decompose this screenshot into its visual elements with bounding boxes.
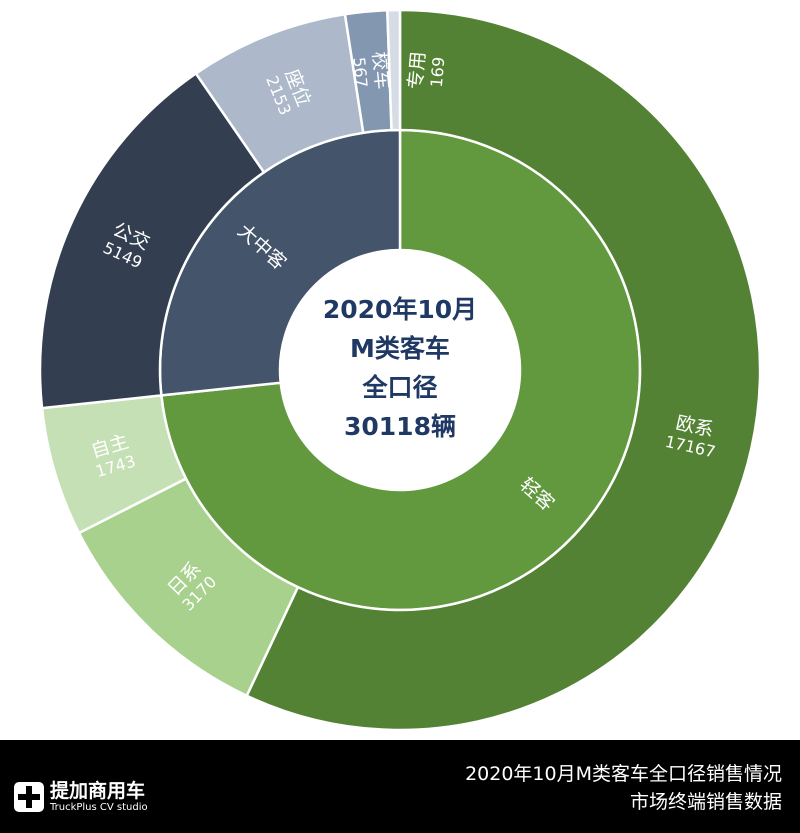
logo-name-cn: 提加商用车: [50, 780, 146, 802]
footer-title-2: 市场终端销售数据: [629, 791, 782, 813]
center-label: 2020年10月 M类客车 全口径 30118辆: [280, 290, 520, 446]
logo: 提加商用车 TruckPlus CV studio: [14, 780, 148, 814]
center-line-3: 全口径: [362, 373, 438, 402]
outer-segment-0: [245, 8, 762, 732]
center-line-4: 30118辆: [344, 412, 456, 441]
outer-segment-6: [386, 8, 402, 132]
truckplus-logo-icon: [14, 782, 44, 812]
center-line-2: M类客车: [350, 334, 450, 363]
footer-bar: 提加商用车 TruckPlus CV studio 2020年10月M类客车全口…: [0, 740, 800, 833]
center-line-1: 2020年10月: [322, 295, 478, 324]
logo-name-en: TruckPlus CV studio: [50, 802, 148, 813]
footer-title-1: 2020年10月M类客车全口径销售情况: [465, 763, 782, 785]
sunburst-chart: 轻客大中客欧系17167日系3170自主1743公交5149座位2153校车56…: [38, 8, 762, 732]
outer-segment-3: [38, 71, 266, 410]
outer-name-6: 专用: [405, 50, 430, 90]
outer-value-6: 169: [427, 56, 449, 88]
outer-value-5: 567: [349, 56, 371, 88]
